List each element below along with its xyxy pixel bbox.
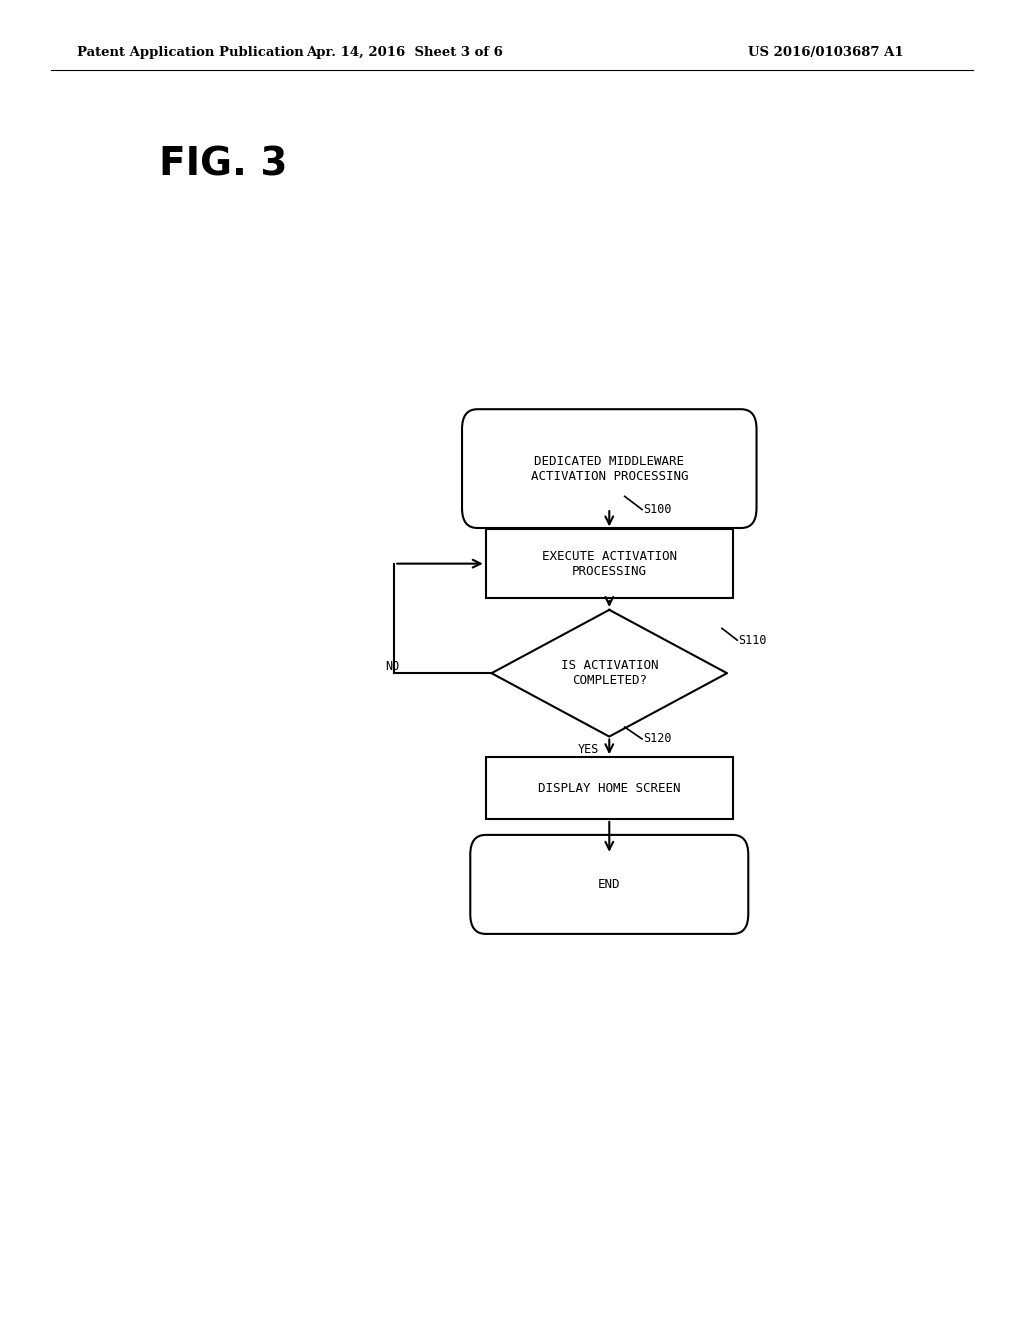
Polygon shape xyxy=(492,610,727,737)
Text: Apr. 14, 2016  Sheet 3 of 6: Apr. 14, 2016 Sheet 3 of 6 xyxy=(306,46,503,59)
Text: END: END xyxy=(598,878,621,891)
Text: S110: S110 xyxy=(738,634,767,647)
Text: DEDICATED MIDDLEWARE
ACTIVATION PROCESSING: DEDICATED MIDDLEWARE ACTIVATION PROCESSI… xyxy=(530,454,688,483)
Text: NO: NO xyxy=(385,660,399,673)
Text: DISPLAY HOME SCREEN: DISPLAY HOME SCREEN xyxy=(538,781,681,795)
Text: S120: S120 xyxy=(643,733,672,746)
Text: FIG. 3: FIG. 3 xyxy=(159,147,287,183)
Text: Patent Application Publication: Patent Application Publication xyxy=(77,46,303,59)
Text: YES: YES xyxy=(578,743,599,756)
Text: US 2016/0103687 A1: US 2016/0103687 A1 xyxy=(748,46,903,59)
Text: IS ACTIVATION
COMPLETED?: IS ACTIVATION COMPLETED? xyxy=(560,659,658,688)
FancyBboxPatch shape xyxy=(462,409,757,528)
FancyBboxPatch shape xyxy=(470,836,749,935)
Text: EXECUTE ACTIVATION
PROCESSING: EXECUTE ACTIVATION PROCESSING xyxy=(542,549,677,578)
Bar xyxy=(485,529,733,598)
Text: S100: S100 xyxy=(643,503,672,516)
Bar xyxy=(485,758,733,818)
